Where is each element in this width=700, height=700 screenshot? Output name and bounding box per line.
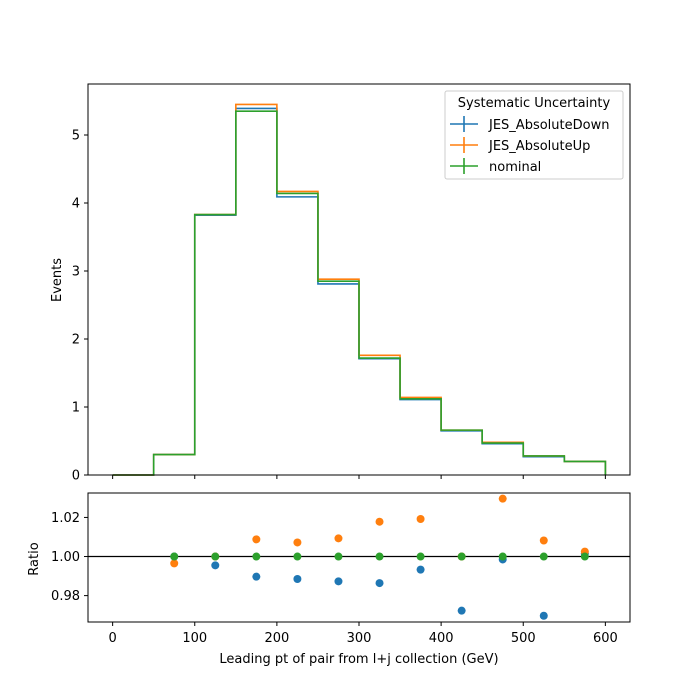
ratio-y-tick-label: 1.02 [51, 511, 80, 526]
histogram-y-tick-label: 0 [72, 469, 80, 484]
ratio-point-jes-absoluteup [498, 494, 507, 503]
legend-title: Systematic Uncertainty [458, 96, 611, 111]
legend-item-jes-absoluteup: JES_AbsoluteUp [450, 137, 590, 154]
histogram-y-label: Events [50, 258, 65, 302]
legend-item-jes-absolutedown: JES_AbsoluteDown [450, 116, 609, 133]
ratio-points [170, 494, 589, 620]
ratio-x-tick-label: 600 [593, 631, 618, 646]
ratio-x-tick-label: 200 [264, 631, 289, 646]
histogram-frame [87, 83, 631, 476]
ratio-point-jes-absolutedown [416, 565, 425, 574]
ratio-point-jes-absoluteup [416, 514, 425, 523]
ratio-point-nominal [211, 552, 220, 561]
ratio-point-jes-absolutedown [293, 575, 302, 583]
ratio-x-tick-label: 300 [347, 631, 372, 646]
ratio-x-tick-label: 400 [429, 631, 454, 646]
ratio-point-jes-absolutedown [375, 579, 384, 588]
ratio-panel: 0.98 1.00 1.02 0 100 200 300 400 500 600 Ratio L… [27, 492, 631, 667]
legend-item-nominal: nominal [450, 158, 541, 175]
ratio-x-tick-label: 500 [511, 631, 536, 646]
ratio-point-nominal [580, 552, 589, 561]
ratio-point-jes-absolutedown [457, 606, 466, 615]
ratio-point-jes-absolutedown [211, 561, 220, 570]
ratio-point-jes-absoluteup [170, 559, 179, 568]
histogram-y-axis: 0 1 2 3 4 5 [72, 129, 88, 484]
legend-label-jes-absoluteup: JES_AbsoluteUp [488, 139, 590, 154]
ratio-frame [87, 492, 631, 623]
ratio-y-axis: 0.98 1.00 1.02 [51, 511, 88, 604]
histogram-panel: 0 1 2 3 4 5 Events Systematic Uncertainty JES… [50, 83, 631, 484]
histogram-y-tick-label: 5 [72, 129, 80, 144]
ratio-point-jes-absoluteup [334, 534, 343, 543]
ratio-y-tick-label: 1.00 [51, 550, 80, 565]
legend-box [444, 90, 624, 180]
histogram-y-tick-label: 1 [72, 401, 80, 416]
ratio-point-nominal [416, 552, 425, 561]
ratio-x-tick-label: 0 [108, 631, 116, 646]
ratio-point-jes-absoluteup [539, 536, 548, 545]
histogram-x-ticks [112, 475, 606, 479]
ratio-point-nominal [334, 552, 343, 561]
ratio-point-nominal [293, 552, 302, 561]
ratio-point-nominal [375, 552, 384, 561]
ratio-point-jes-absolutedown [539, 611, 548, 620]
ratio-point-jes-absolutedown [252, 572, 261, 581]
ratio-point-nominal [498, 552, 507, 561]
histogram-y-tick-label: 3 [72, 265, 80, 280]
ratio-point-jes-absolutedown [334, 577, 343, 586]
histogram-y-tick-label: 4 [72, 197, 80, 212]
legend-label-nominal: nominal [489, 160, 541, 175]
ratio-x-axis: 0 100 200 300 400 500 600 [108, 622, 618, 646]
histogram-series-nominal [112, 110, 607, 476]
ratio-point-nominal [252, 552, 261, 561]
ratio-x-label: Leading pt of pair from l+j collection (… [219, 652, 498, 667]
ratio-y-tick-label: 0.98 [51, 589, 80, 604]
legend-label-jes-absolutedown: JES_AbsoluteDown [488, 118, 609, 133]
ratio-y-label: Ratio [27, 542, 42, 575]
ratio-x-tick-label: 100 [182, 631, 207, 646]
ratio-point-nominal [170, 552, 179, 561]
ratio-point-jes-absoluteup [293, 538, 302, 547]
legend: Systematic Uncertainty JES_AbsoluteDown … [444, 90, 624, 180]
ratio-point-nominal [539, 552, 548, 561]
histogram-y-tick-label: 2 [72, 333, 80, 348]
ratio-point-nominal [457, 552, 466, 561]
ratio-point-jes-absoluteup [252, 535, 261, 544]
histogram-steps [112, 103, 607, 476]
ratio-point-jes-absoluteup [375, 517, 384, 526]
